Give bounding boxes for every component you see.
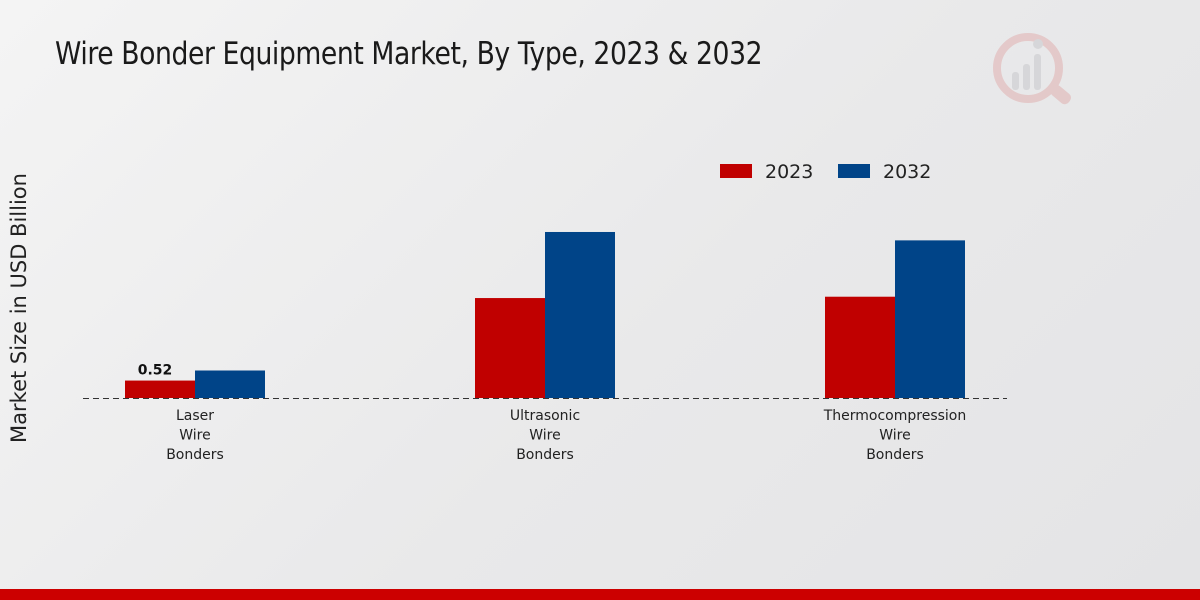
legend-swatch-2023 [720, 164, 752, 178]
legend-label-2023: 2023 [765, 161, 813, 183]
bars-group [125, 231, 965, 398]
legend: 2023 2032 [720, 161, 931, 183]
x-tick-labels: Laser Wire Bonders Ultrasonic Wire Bonders The… [166, 408, 966, 463]
bar-2032-laser [195, 370, 265, 398]
bar-2032-ultrasonic [545, 231, 615, 398]
legend-label-2032: 2032 [883, 161, 931, 183]
x-tick-label-thermocompression: Thermocompression Wire Bonders [823, 408, 967, 463]
legend-swatch-2032 [838, 164, 870, 178]
chart-title: Wire Bonder Equipment Market, By Type, 2… [55, 36, 763, 72]
bar-2023-thermocompression [825, 296, 895, 398]
watermark-logo-icon [990, 28, 1074, 112]
bottom-accent-bar [0, 589, 1200, 600]
data-labels: 0.52 [138, 363, 173, 379]
bar-2023-laser [125, 380, 195, 398]
x-tick-label-ultrasonic: Ultrasonic Wire Bonders [510, 408, 580, 463]
bar-2023-ultrasonic [475, 298, 545, 398]
bar-2032-thermocompression [895, 240, 965, 398]
x-tick-label-laser: Laser Wire Bonders [166, 408, 224, 463]
y-axis-label: Market Size in USD Billion [7, 173, 31, 443]
data-label: 0.52 [138, 363, 173, 379]
